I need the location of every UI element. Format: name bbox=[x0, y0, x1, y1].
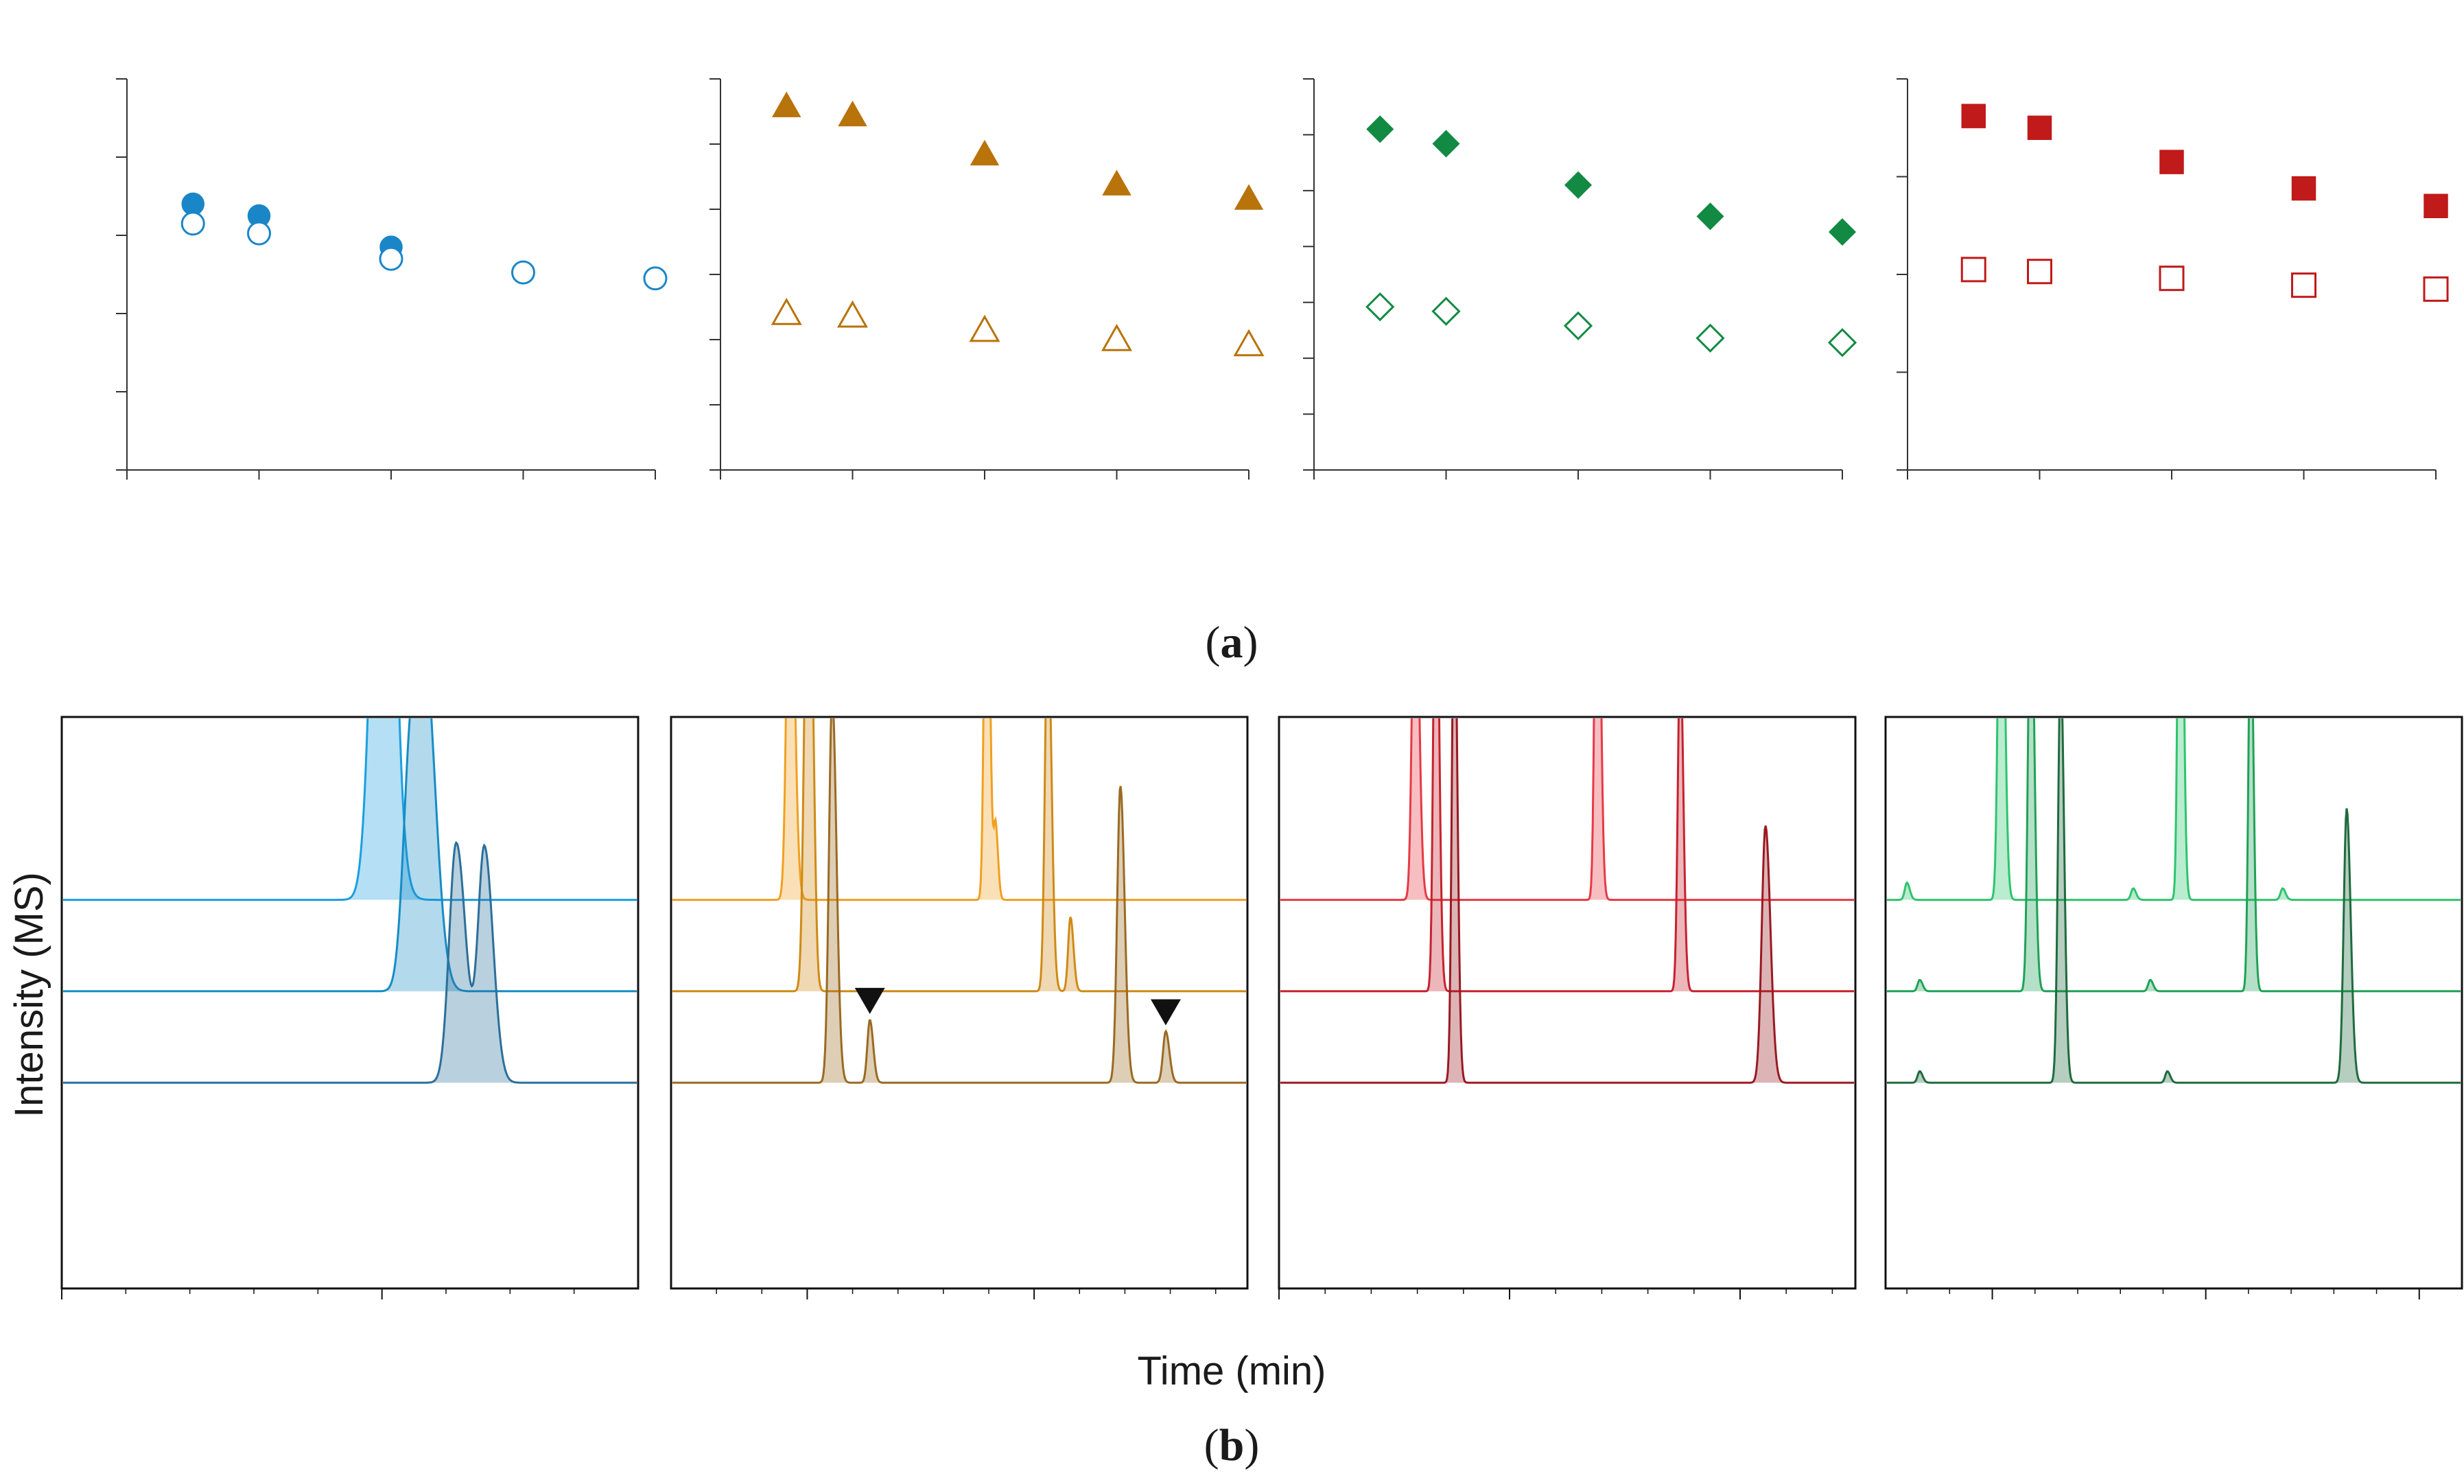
plot-frame bbox=[60, 716, 640, 1290]
plot-frame bbox=[670, 716, 1249, 1290]
data-point-open bbox=[247, 221, 271, 246]
trace-line bbox=[672, 718, 1246, 902]
data-point-filled bbox=[1828, 218, 1857, 246]
plot-frame bbox=[1884, 716, 2463, 1290]
peak-fill bbox=[1887, 718, 2461, 991]
time-axis-label: Time (min) bbox=[1138, 1349, 1326, 1393]
peak-fill bbox=[672, 718, 1246, 1083]
plot-area bbox=[1887, 718, 2461, 1084]
data-point-open bbox=[1233, 329, 1265, 357]
data-point-filled bbox=[1366, 115, 1394, 143]
panel-b-label: (b) bbox=[1204, 1420, 1260, 1470]
trace-line bbox=[63, 840, 637, 1084]
trace-line bbox=[1887, 718, 2461, 993]
trace-line bbox=[63, 718, 637, 902]
data-point-open bbox=[1960, 257, 1986, 283]
data-point-filled bbox=[1432, 130, 1460, 158]
data-point-filled bbox=[838, 100, 867, 127]
peak-marker-triangle bbox=[854, 987, 885, 1014]
data-point-open bbox=[1101, 324, 1133, 351]
panel-a bbox=[116, 78, 2449, 480]
data-point-filled bbox=[2424, 193, 2448, 218]
data-point-filled bbox=[1102, 169, 1131, 196]
chromatogram-3 bbox=[1278, 716, 1857, 1299]
data-point-open bbox=[1827, 328, 1857, 357]
intensity-axis-label: Intensity (MS) bbox=[7, 872, 51, 1118]
plot-area bbox=[63, 718, 637, 1084]
peak-fill bbox=[63, 843, 637, 1083]
panel-b bbox=[60, 716, 2463, 1299]
scatter-chart-1 bbox=[116, 78, 668, 480]
data-point-open bbox=[1696, 323, 1725, 353]
data-point-filled bbox=[2159, 150, 2184, 174]
data-point-filled bbox=[970, 139, 1000, 166]
data-point-filled bbox=[772, 91, 801, 117]
data-point-filled bbox=[1564, 171, 1593, 199]
peak-fill bbox=[63, 718, 637, 991]
trace-line bbox=[63, 718, 637, 993]
data-point-open bbox=[2291, 272, 2316, 298]
trace-line bbox=[672, 718, 1246, 1084]
data-point-open bbox=[836, 300, 869, 328]
data-point-open bbox=[2027, 259, 2052, 285]
scatter-chart-2 bbox=[709, 78, 1265, 480]
trace-line bbox=[1887, 718, 2461, 902]
peak-fill bbox=[1887, 718, 2461, 1083]
peak-fill bbox=[672, 718, 1246, 991]
chromatogram-2 bbox=[670, 716, 1249, 1299]
plot-area bbox=[672, 718, 1246, 1084]
data-point-filled bbox=[1234, 184, 1264, 210]
data-point-open bbox=[643, 266, 668, 291]
data-point-open bbox=[180, 211, 205, 236]
peak-marker-triangle bbox=[1150, 999, 1181, 1026]
chromatogram-4 bbox=[1884, 716, 2463, 1299]
data-point-open bbox=[2159, 266, 2185, 292]
peak-fill bbox=[1280, 718, 1854, 900]
scatter-chart-3 bbox=[1303, 78, 1857, 480]
data-point-filled bbox=[2291, 176, 2316, 201]
panel-a-label: (a) bbox=[1206, 617, 1258, 668]
data-point-open bbox=[969, 314, 1000, 342]
data-point-filled bbox=[1961, 104, 1986, 128]
trace-line bbox=[1887, 718, 2461, 1084]
plot-frame bbox=[1278, 716, 1857, 1290]
data-point-open bbox=[1563, 311, 1593, 341]
trace-line bbox=[1280, 718, 1854, 902]
peak-fill bbox=[672, 718, 1246, 900]
peak-fill bbox=[1280, 718, 1854, 1083]
data-point-filled bbox=[2027, 115, 2052, 140]
peak-fill bbox=[63, 718, 637, 900]
chromatogram-1 bbox=[60, 716, 640, 1299]
trace-line bbox=[672, 718, 1246, 993]
data-point-open bbox=[1431, 296, 1461, 326]
data-point-open bbox=[1365, 292, 1395, 322]
data-point-open bbox=[2423, 276, 2449, 302]
data-point-open bbox=[379, 246, 403, 271]
data-point-open bbox=[511, 260, 535, 285]
peak-fill bbox=[1887, 718, 2461, 900]
scatter-chart-4 bbox=[1897, 78, 2449, 480]
plot-area bbox=[1280, 718, 1854, 1084]
data-point-filled bbox=[1696, 202, 1724, 231]
data-point-open bbox=[771, 298, 802, 325]
trace-line bbox=[1280, 718, 1854, 1084]
